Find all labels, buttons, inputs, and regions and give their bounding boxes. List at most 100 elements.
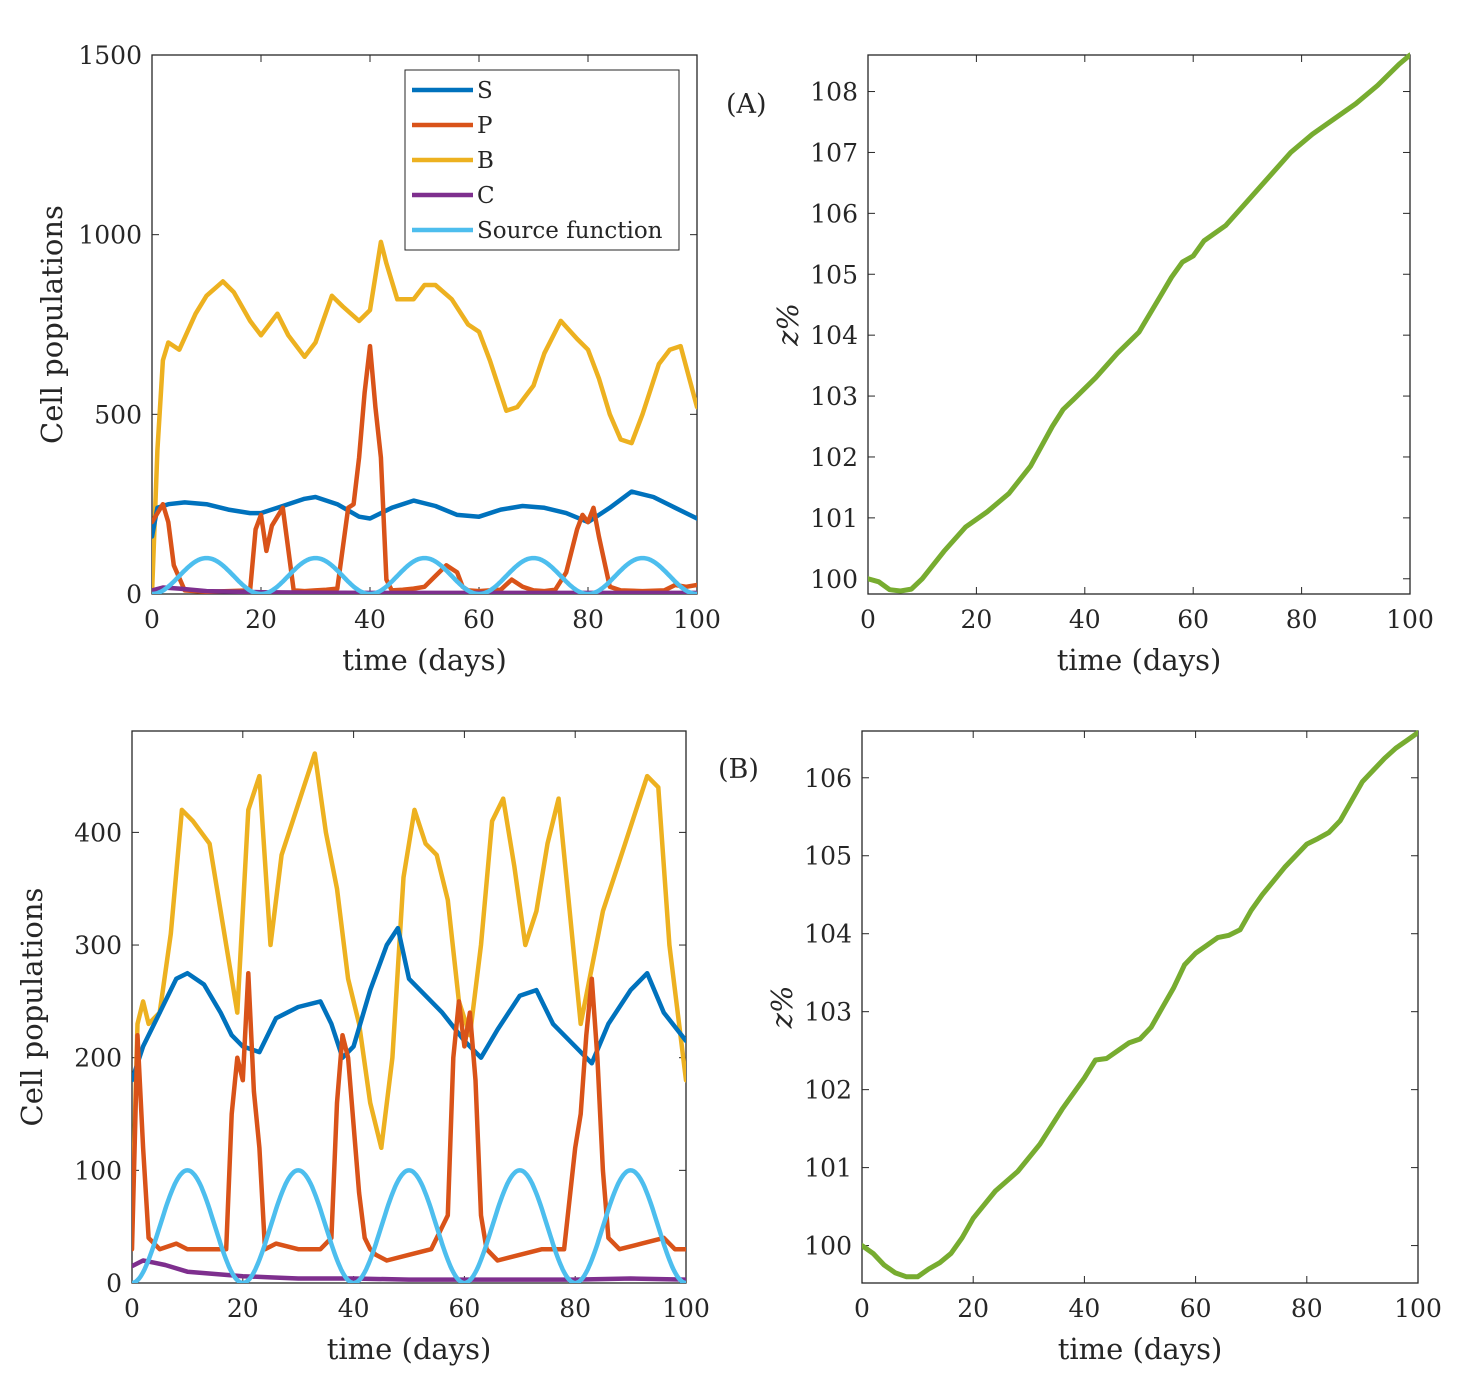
y-tick-label: 105	[804, 842, 852, 871]
series-line-c	[132, 1258, 686, 1282]
data-point-p	[585, 1034, 588, 1036]
series-line-source-function	[152, 555, 697, 594]
data-point-p	[412, 587, 415, 590]
data-point-p	[152, 521, 153, 523]
data-point-p	[142, 1147, 144, 1149]
data-point-b	[480, 944, 482, 946]
y-tick-label: 106	[810, 199, 858, 228]
data-point-s	[496, 1028, 499, 1031]
x-tick-label: 100	[662, 1294, 710, 1323]
data-point-p	[173, 564, 175, 567]
data-point-p	[236, 1056, 239, 1059]
data-point-c	[205, 590, 208, 592]
y-tick-label: 103	[810, 382, 858, 411]
data-point-b	[505, 409, 508, 412]
data-point-b	[446, 899, 449, 901]
data-point-c	[178, 587, 181, 590]
data-point-s	[652, 496, 655, 498]
data-point-z-	[1105, 1057, 1108, 1060]
y-tick-label: 500	[94, 400, 142, 429]
y-tick-label: 105	[810, 260, 858, 289]
data-point-b	[502, 797, 504, 800]
data-point-b	[156, 449, 159, 452]
data-point-s	[153, 1023, 155, 1025]
data-point-c	[463, 1278, 466, 1281]
data-point-p	[253, 1090, 255, 1093]
data-point-z-	[1150, 1026, 1152, 1029]
data-point-z-	[1205, 944, 1208, 947]
y-tick-label: 106	[804, 764, 852, 793]
data-point-p	[265, 550, 268, 552]
data-point-s	[336, 503, 339, 505]
data-point-z-	[1268, 176, 1270, 178]
data-point-s	[441, 1011, 444, 1014]
data-point-s	[456, 514, 459, 516]
data-point-p	[452, 1056, 455, 1059]
data-point-p	[474, 1079, 477, 1082]
data-point-z-	[862, 1244, 863, 1247]
data-point-s	[227, 508, 230, 511]
data-point-p	[158, 1248, 161, 1251]
data-point-b	[613, 876, 615, 879]
data-point-z-	[1246, 200, 1249, 202]
data-point-z-	[1016, 1170, 1019, 1173]
data-point-p	[147, 1237, 150, 1239]
data-point-z-	[1328, 831, 1330, 834]
data-point-c	[132, 1265, 133, 1267]
data-point-b	[302, 786, 305, 789]
data-point-c	[186, 1270, 189, 1273]
data-point-p	[618, 1248, 621, 1251]
data-point-p	[602, 1169, 604, 1172]
data-point-s	[663, 1011, 665, 1014]
data-point-b	[513, 865, 516, 867]
data-point-p	[591, 978, 593, 980]
data-point-z-	[1394, 747, 1397, 749]
data-point-p	[132, 1248, 133, 1251]
y-tick-label: 1500	[78, 41, 142, 70]
data-point-s	[397, 927, 399, 929]
data-point-p	[674, 1248, 676, 1251]
data-point-b	[280, 854, 283, 856]
data-point-b	[260, 334, 262, 337]
data-point-p	[685, 586, 687, 588]
y-tick-label: 200	[74, 1044, 122, 1073]
y-tick-label: 1000	[78, 221, 142, 250]
x-tick-label: 80	[1291, 1294, 1323, 1323]
y-tick-label: 300	[74, 931, 122, 960]
data-point-z-	[1094, 1059, 1097, 1061]
data-point-p	[563, 1248, 565, 1251]
data-point-s	[574, 1045, 576, 1048]
data-point-s	[434, 505, 437, 507]
data-point-b	[358, 320, 360, 322]
data-point-s	[203, 983, 205, 986]
data-point-s	[175, 978, 178, 980]
data-point-s	[424, 994, 427, 997]
data-point-s	[314, 496, 317, 498]
data-point-c	[214, 1273, 216, 1275]
data-point-z-	[1376, 84, 1379, 87]
data-point-b	[136, 1023, 139, 1025]
legend-entry: C	[477, 183, 495, 209]
data-point-s	[167, 503, 170, 505]
data-point-b	[391, 1056, 394, 1059]
data-point-b	[532, 384, 535, 387]
data-point-p	[500, 588, 502, 591]
data-point-b	[396, 298, 399, 301]
y-tick-label: 103	[804, 998, 852, 1027]
plot-area	[152, 239, 697, 594]
data-point-s	[500, 508, 502, 511]
data-point-p	[186, 1248, 189, 1251]
data-point-p	[430, 1248, 432, 1251]
data-point-b	[347, 978, 349, 980]
data-point-b	[314, 752, 316, 755]
x-tick-label: 100	[1386, 605, 1434, 634]
data-point-p	[225, 1248, 227, 1251]
data-point-b	[208, 842, 211, 845]
data-point-z-	[1083, 1077, 1086, 1079]
data-point-b	[205, 294, 208, 297]
data-point-b	[385, 262, 388, 265]
data-point-b	[602, 910, 604, 913]
data-point-z-	[964, 526, 967, 528]
